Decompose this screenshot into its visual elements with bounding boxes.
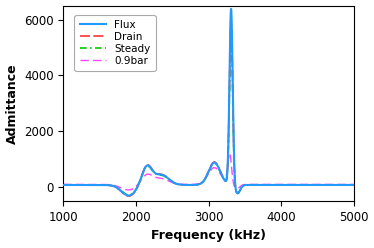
- Legend: Flux, Drain, Steady, 0.9bar: Flux, Drain, Steady, 0.9bar: [74, 15, 156, 71]
- Y-axis label: Admittance: Admittance: [6, 63, 19, 144]
- X-axis label: Frequency (kHz): Frequency (kHz): [151, 229, 266, 243]
